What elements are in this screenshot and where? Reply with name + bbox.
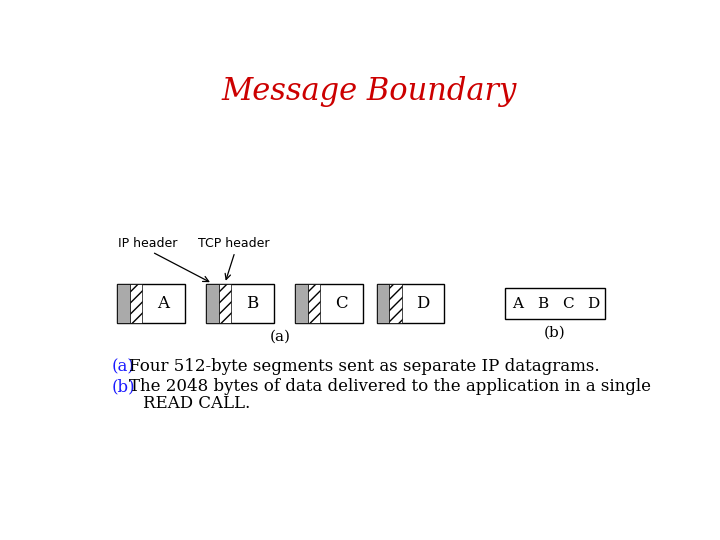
Bar bbox=[505, 288, 606, 319]
Text: (b): (b) bbox=[112, 378, 135, 395]
Bar bbox=[117, 284, 130, 323]
Bar bbox=[130, 284, 142, 323]
Bar bbox=[206, 284, 274, 323]
Bar bbox=[295, 284, 363, 323]
Text: B: B bbox=[537, 296, 548, 310]
Text: (a): (a) bbox=[112, 358, 135, 375]
Text: B: B bbox=[246, 295, 258, 312]
Bar bbox=[389, 284, 402, 323]
Text: A: A bbox=[157, 295, 169, 312]
Text: Four 512-byte segments sent as separate IP datagrams.: Four 512-byte segments sent as separate … bbox=[129, 358, 599, 375]
Text: IP header: IP header bbox=[118, 238, 178, 251]
Bar bbox=[206, 284, 219, 323]
Bar bbox=[117, 284, 184, 323]
Text: (a): (a) bbox=[270, 329, 291, 343]
Text: Message Boundary: Message Boundary bbox=[221, 76, 517, 107]
Text: (b): (b) bbox=[544, 326, 566, 340]
Bar bbox=[219, 284, 231, 323]
Text: C: C bbox=[562, 296, 573, 310]
Text: D: D bbox=[587, 296, 599, 310]
Text: C: C bbox=[336, 295, 348, 312]
Bar bbox=[295, 284, 307, 323]
Bar bbox=[377, 284, 389, 323]
Text: The 2048 bytes of data delivered to the application in a single: The 2048 bytes of data delivered to the … bbox=[129, 378, 651, 395]
Bar bbox=[307, 284, 320, 323]
Text: TCP header: TCP header bbox=[197, 238, 269, 251]
Text: D: D bbox=[416, 295, 430, 312]
Bar bbox=[377, 284, 444, 323]
Text: READ CALL.: READ CALL. bbox=[143, 395, 250, 412]
Text: A: A bbox=[512, 296, 523, 310]
